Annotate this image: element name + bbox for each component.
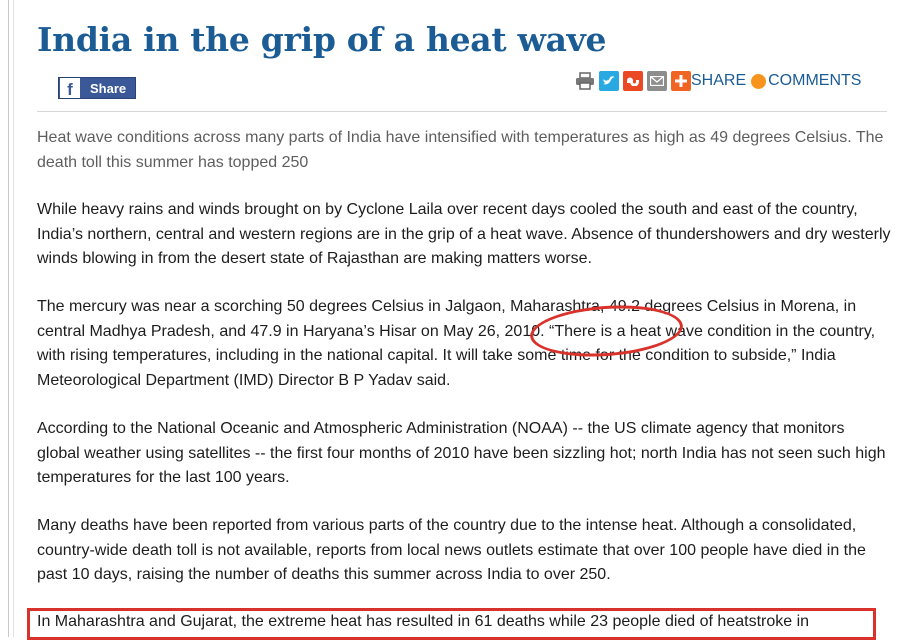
comment-bubble-icon: [751, 73, 767, 89]
page-border-inner: [13, 0, 14, 637]
divider: [37, 111, 887, 112]
share-link[interactable]: SHARE: [691, 72, 747, 89]
stumbleupon-icon[interactable]: [623, 71, 643, 91]
facebook-share-label: Share: [90, 80, 127, 96]
page-border: [8, 0, 9, 637]
facebook-share-button[interactable]: f Share: [58, 77, 136, 99]
article-paragraph: In Maharashtra and Gujarat, the extreme …: [37, 613, 810, 630]
article-summary: Heat wave conditions across many parts o…: [37, 129, 884, 171]
facebook-icon: f: [60, 78, 80, 98]
article-title: India in the grip of a heat wave: [37, 20, 607, 59]
article-paragraph: The mercury was near a scorching 50 degr…: [37, 298, 876, 389]
share-toolbar: SHARE COMMENTS: [575, 70, 861, 92]
comments-link[interactable]: COMMENTS: [768, 72, 862, 89]
article-paragraph: According to the National Oceanic and At…: [37, 420, 886, 486]
highlight-box: [27, 608, 876, 640]
print-icon[interactable]: [575, 71, 595, 91]
article-paragraph: Many deaths have been reported from vari…: [37, 517, 866, 583]
article-paragraph: While heavy rains and winds brought on b…: [37, 201, 891, 267]
email-icon[interactable]: [647, 71, 667, 91]
twitter-icon[interactable]: [599, 71, 619, 91]
plus-icon[interactable]: [671, 71, 691, 91]
